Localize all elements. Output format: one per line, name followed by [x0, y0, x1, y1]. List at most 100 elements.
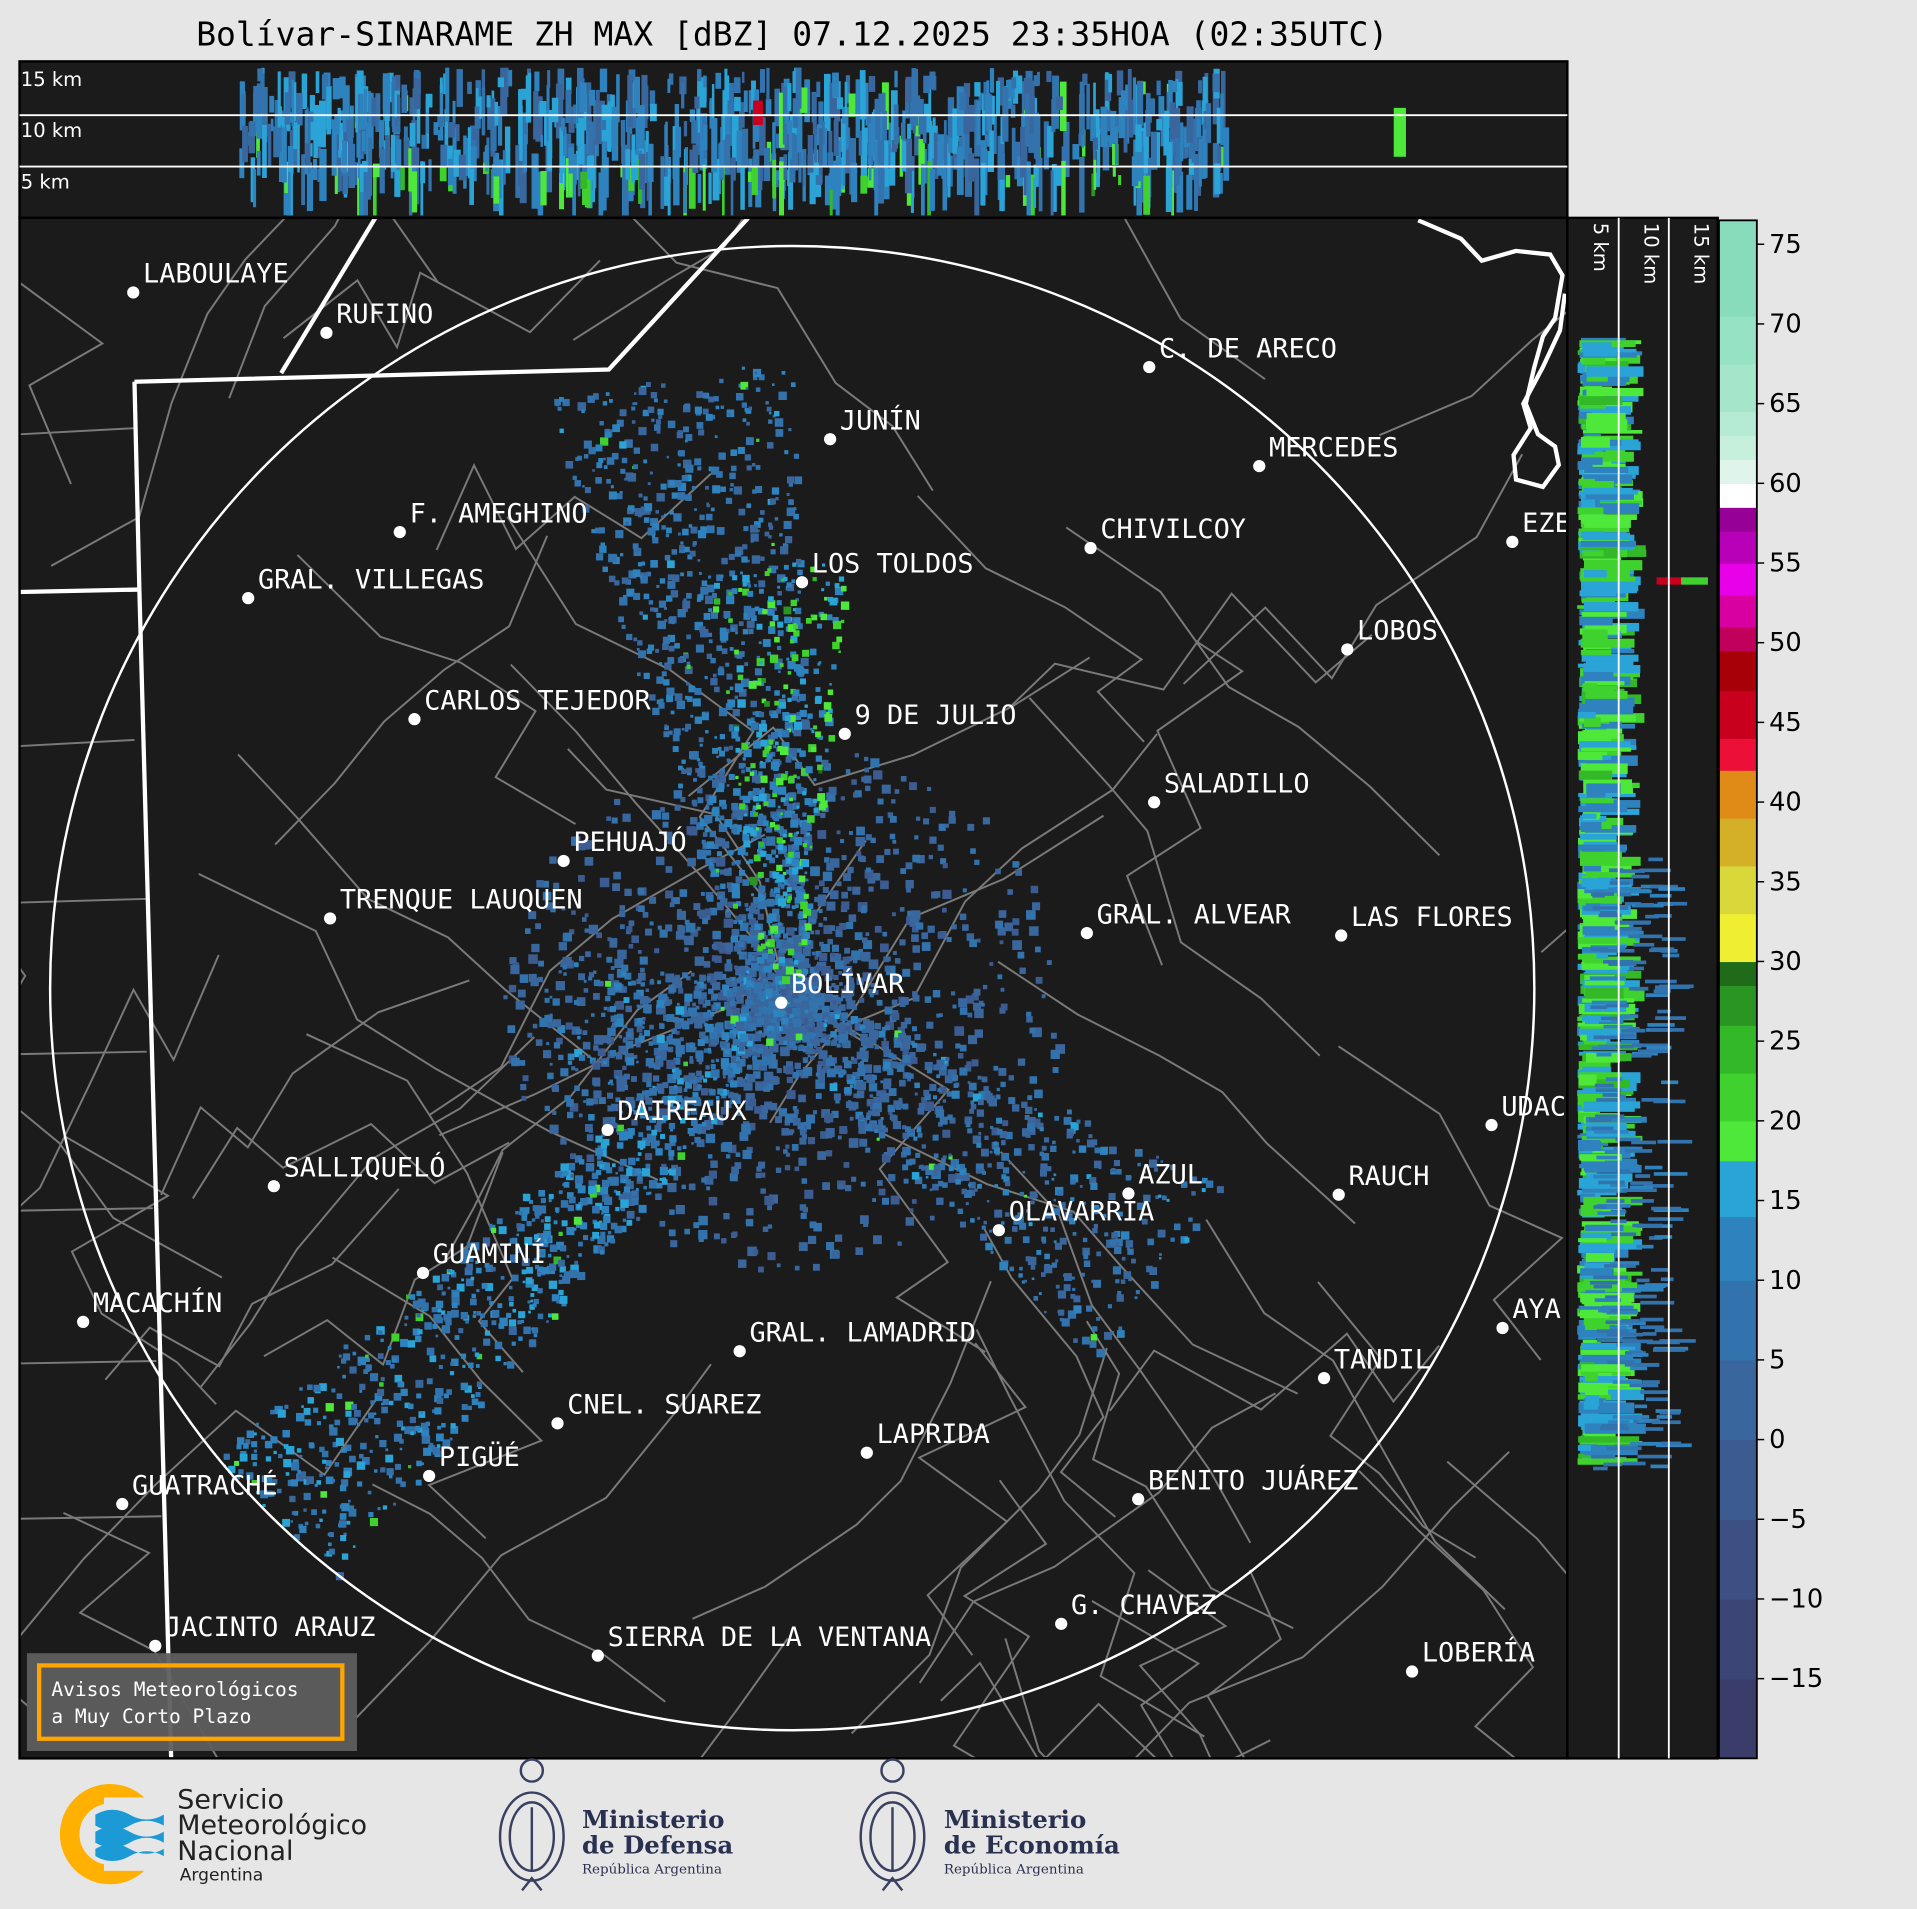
- echo-pixel: [735, 966, 745, 976]
- echo-pixel: [740, 571, 743, 575]
- echo-pixel: [712, 930, 721, 940]
- echo-pixel: [356, 1422, 361, 1427]
- echo-pixel: [344, 1444, 352, 1451]
- echo-pixel: [1017, 1058, 1026, 1066]
- echo-pixel: [691, 120, 698, 144]
- echo-pixel: [724, 613, 729, 618]
- echo-pixel: [857, 1081, 866, 1091]
- echo-pixel: [772, 122, 776, 177]
- echo-pixel: [809, 845, 813, 849]
- echo-pixel: [693, 1222, 700, 1229]
- echo-pixel: [303, 1492, 311, 1501]
- echo-pixel: [591, 1172, 599, 1180]
- echo-pixel: [252, 1462, 257, 1467]
- echo-pixel: [792, 689, 800, 696]
- echo-pixel: [1137, 154, 1143, 182]
- echo-pixel: [319, 1446, 325, 1453]
- echo-pixel: [698, 1236, 704, 1243]
- echo-pixel: [387, 1346, 392, 1350]
- echo-pixel: [639, 153, 646, 190]
- echo-pixel: [1223, 127, 1230, 181]
- echo-pixel: [656, 429, 661, 434]
- echo-pixel: [776, 777, 784, 786]
- echo-pixel: [236, 1444, 242, 1450]
- echo-pixel: [699, 514, 705, 520]
- echo-pixel: [782, 715, 788, 721]
- echo-pixel: [770, 1054, 776, 1060]
- echo-pixel: [720, 1106, 729, 1115]
- echo-pixel: [742, 757, 746, 761]
- echo-pixel: [519, 105, 523, 161]
- echo-pixel: [729, 686, 734, 691]
- echo-pixel: [710, 678, 718, 686]
- echo-pixel: [542, 891, 552, 901]
- echo-pixel: [799, 678, 806, 685]
- echo-pixel: [651, 534, 656, 538]
- echo-pixel: [715, 857, 726, 867]
- echo-pixel: [715, 869, 720, 873]
- echo-pixel: [891, 999, 898, 1006]
- echo-pixel: [600, 167, 607, 211]
- echo-pixel: [509, 1238, 516, 1244]
- echo-pixel: [770, 751, 776, 757]
- echo-pixel: [645, 1153, 653, 1161]
- echo-pixel: [745, 580, 751, 586]
- echo-pixel: [803, 914, 808, 919]
- echo-pixel: [568, 106, 575, 133]
- echo-pixel: [851, 1176, 857, 1182]
- echo-pixel: [767, 651, 771, 656]
- echo-pixel: [762, 639, 771, 647]
- echo-pixel: [688, 826, 698, 836]
- echo-pixel: [428, 1445, 436, 1453]
- echo-pixel: [681, 768, 687, 775]
- echo-pixel: [851, 779, 857, 785]
- echo-pixel: [834, 985, 840, 991]
- echo-pixel: [1042, 1226, 1049, 1232]
- echo-pixel: [1105, 1333, 1112, 1340]
- echo-pixel: [1184, 141, 1189, 158]
- echo-pixel: [710, 1160, 718, 1168]
- echo-pixel: [556, 1299, 561, 1304]
- echo-pixel: [772, 159, 777, 199]
- echo-pixel: [634, 402, 638, 405]
- echo-pixel: [697, 1130, 702, 1135]
- echo-pixel: [899, 1079, 906, 1087]
- echo-pixel: [763, 801, 769, 806]
- echo-pixel: [640, 982, 645, 987]
- echo-pixel: [937, 141, 944, 176]
- echo-pixel: [726, 1009, 734, 1017]
- echo-pixel: [1143, 122, 1148, 174]
- echo-pixel: [947, 143, 951, 198]
- echo-pixel: [1010, 104, 1016, 118]
- echo-pixel: [1155, 1195, 1159, 1200]
- echo-pixel: [835, 930, 840, 935]
- echo-pixel: [813, 725, 818, 730]
- echo-pixel: [515, 1210, 519, 1215]
- echo-pixel: [902, 968, 911, 977]
- echo-pixel: [874, 1044, 880, 1050]
- echo-pixel: [621, 1133, 629, 1140]
- echo-pixel: [643, 517, 650, 523]
- echo-pixel: [693, 1083, 701, 1092]
- echo-pixel: [904, 1017, 912, 1025]
- echo-pixel: [681, 1184, 686, 1190]
- echo-pixel: [922, 115, 927, 144]
- echo-pixel: [802, 649, 810, 657]
- echo-pixel: [664, 554, 671, 561]
- echo-pixel: [377, 1507, 381, 1511]
- echo-pixel: [795, 67, 802, 109]
- echo-pixel: [978, 92, 985, 111]
- echo-pixel: [925, 1165, 932, 1172]
- echo-pixel: [562, 398, 570, 407]
- echo-pixel: [740, 965, 746, 972]
- echo-pixel: [821, 120, 825, 145]
- echo-pixel: [655, 510, 659, 514]
- echo-pixel: [820, 800, 828, 808]
- echo-pixel: [543, 1230, 552, 1239]
- echo-pixel: [578, 1202, 583, 1207]
- echo-pixel: [826, 1068, 836, 1078]
- echo-pixel: [748, 1047, 754, 1054]
- echo-pixel: [804, 839, 809, 845]
- echo-pixel: [751, 463, 756, 467]
